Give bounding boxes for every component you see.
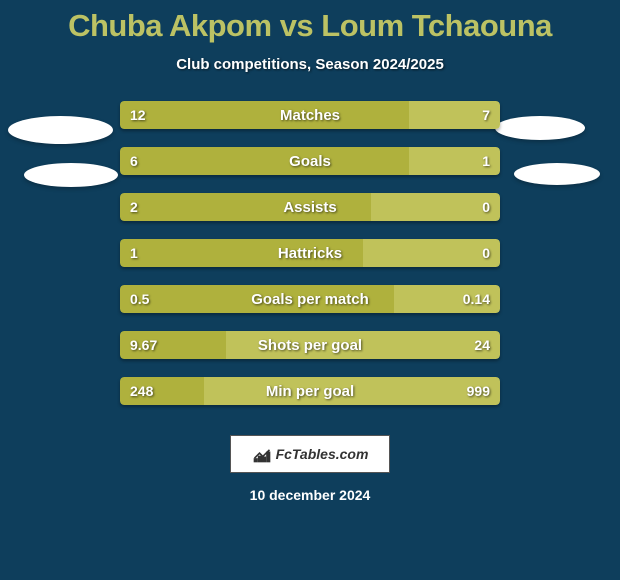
stat-label: Goals per match xyxy=(120,291,500,308)
stat-row: 20Assists xyxy=(120,193,500,221)
player1-name: Chuba Akpom xyxy=(68,8,271,43)
footer-date: 10 december 2024 xyxy=(250,487,371,503)
decorative-ellipse xyxy=(514,163,600,185)
stat-label: Shots per goal xyxy=(120,337,500,354)
stat-row: 0.50.14Goals per match xyxy=(120,285,500,313)
stat-label: Goals xyxy=(120,153,500,170)
decorative-ellipse xyxy=(24,163,118,187)
vs-text: vs xyxy=(280,8,313,43)
comparison-infographic: Chuba Akpom vs Loum Tchaouna Club compet… xyxy=(0,0,620,580)
stat-row: 10Hattricks xyxy=(120,239,500,267)
subtitle: Club competitions, Season 2024/2025 xyxy=(176,56,444,73)
player2-name: Loum Tchaouna xyxy=(321,8,552,43)
stat-row: 61Goals xyxy=(120,147,500,175)
stat-label: Hattricks xyxy=(120,245,500,262)
stat-bars: 127Matches 61Goals 20Assists 10Hattricks 0.5… xyxy=(120,101,500,405)
chart-icon xyxy=(252,444,272,464)
stat-row: 9.6724Shots per goal xyxy=(120,331,500,359)
stat-label: Matches xyxy=(120,107,500,124)
stat-label: Min per goal xyxy=(120,383,500,400)
stats-area: 127Matches 61Goals 20Assists 10Hattricks 0.5… xyxy=(0,101,620,405)
decorative-ellipse xyxy=(495,116,585,140)
stat-row: 127Matches xyxy=(120,101,500,129)
footer-logo: FcTables.com xyxy=(230,435,390,473)
decorative-ellipse xyxy=(8,116,113,144)
logo-text: FcTables.com xyxy=(276,446,369,462)
stat-label: Assists xyxy=(120,199,500,216)
page-title: Chuba Akpom vs Loum Tchaouna xyxy=(68,8,552,44)
stat-row: 248999Min per goal xyxy=(120,377,500,405)
